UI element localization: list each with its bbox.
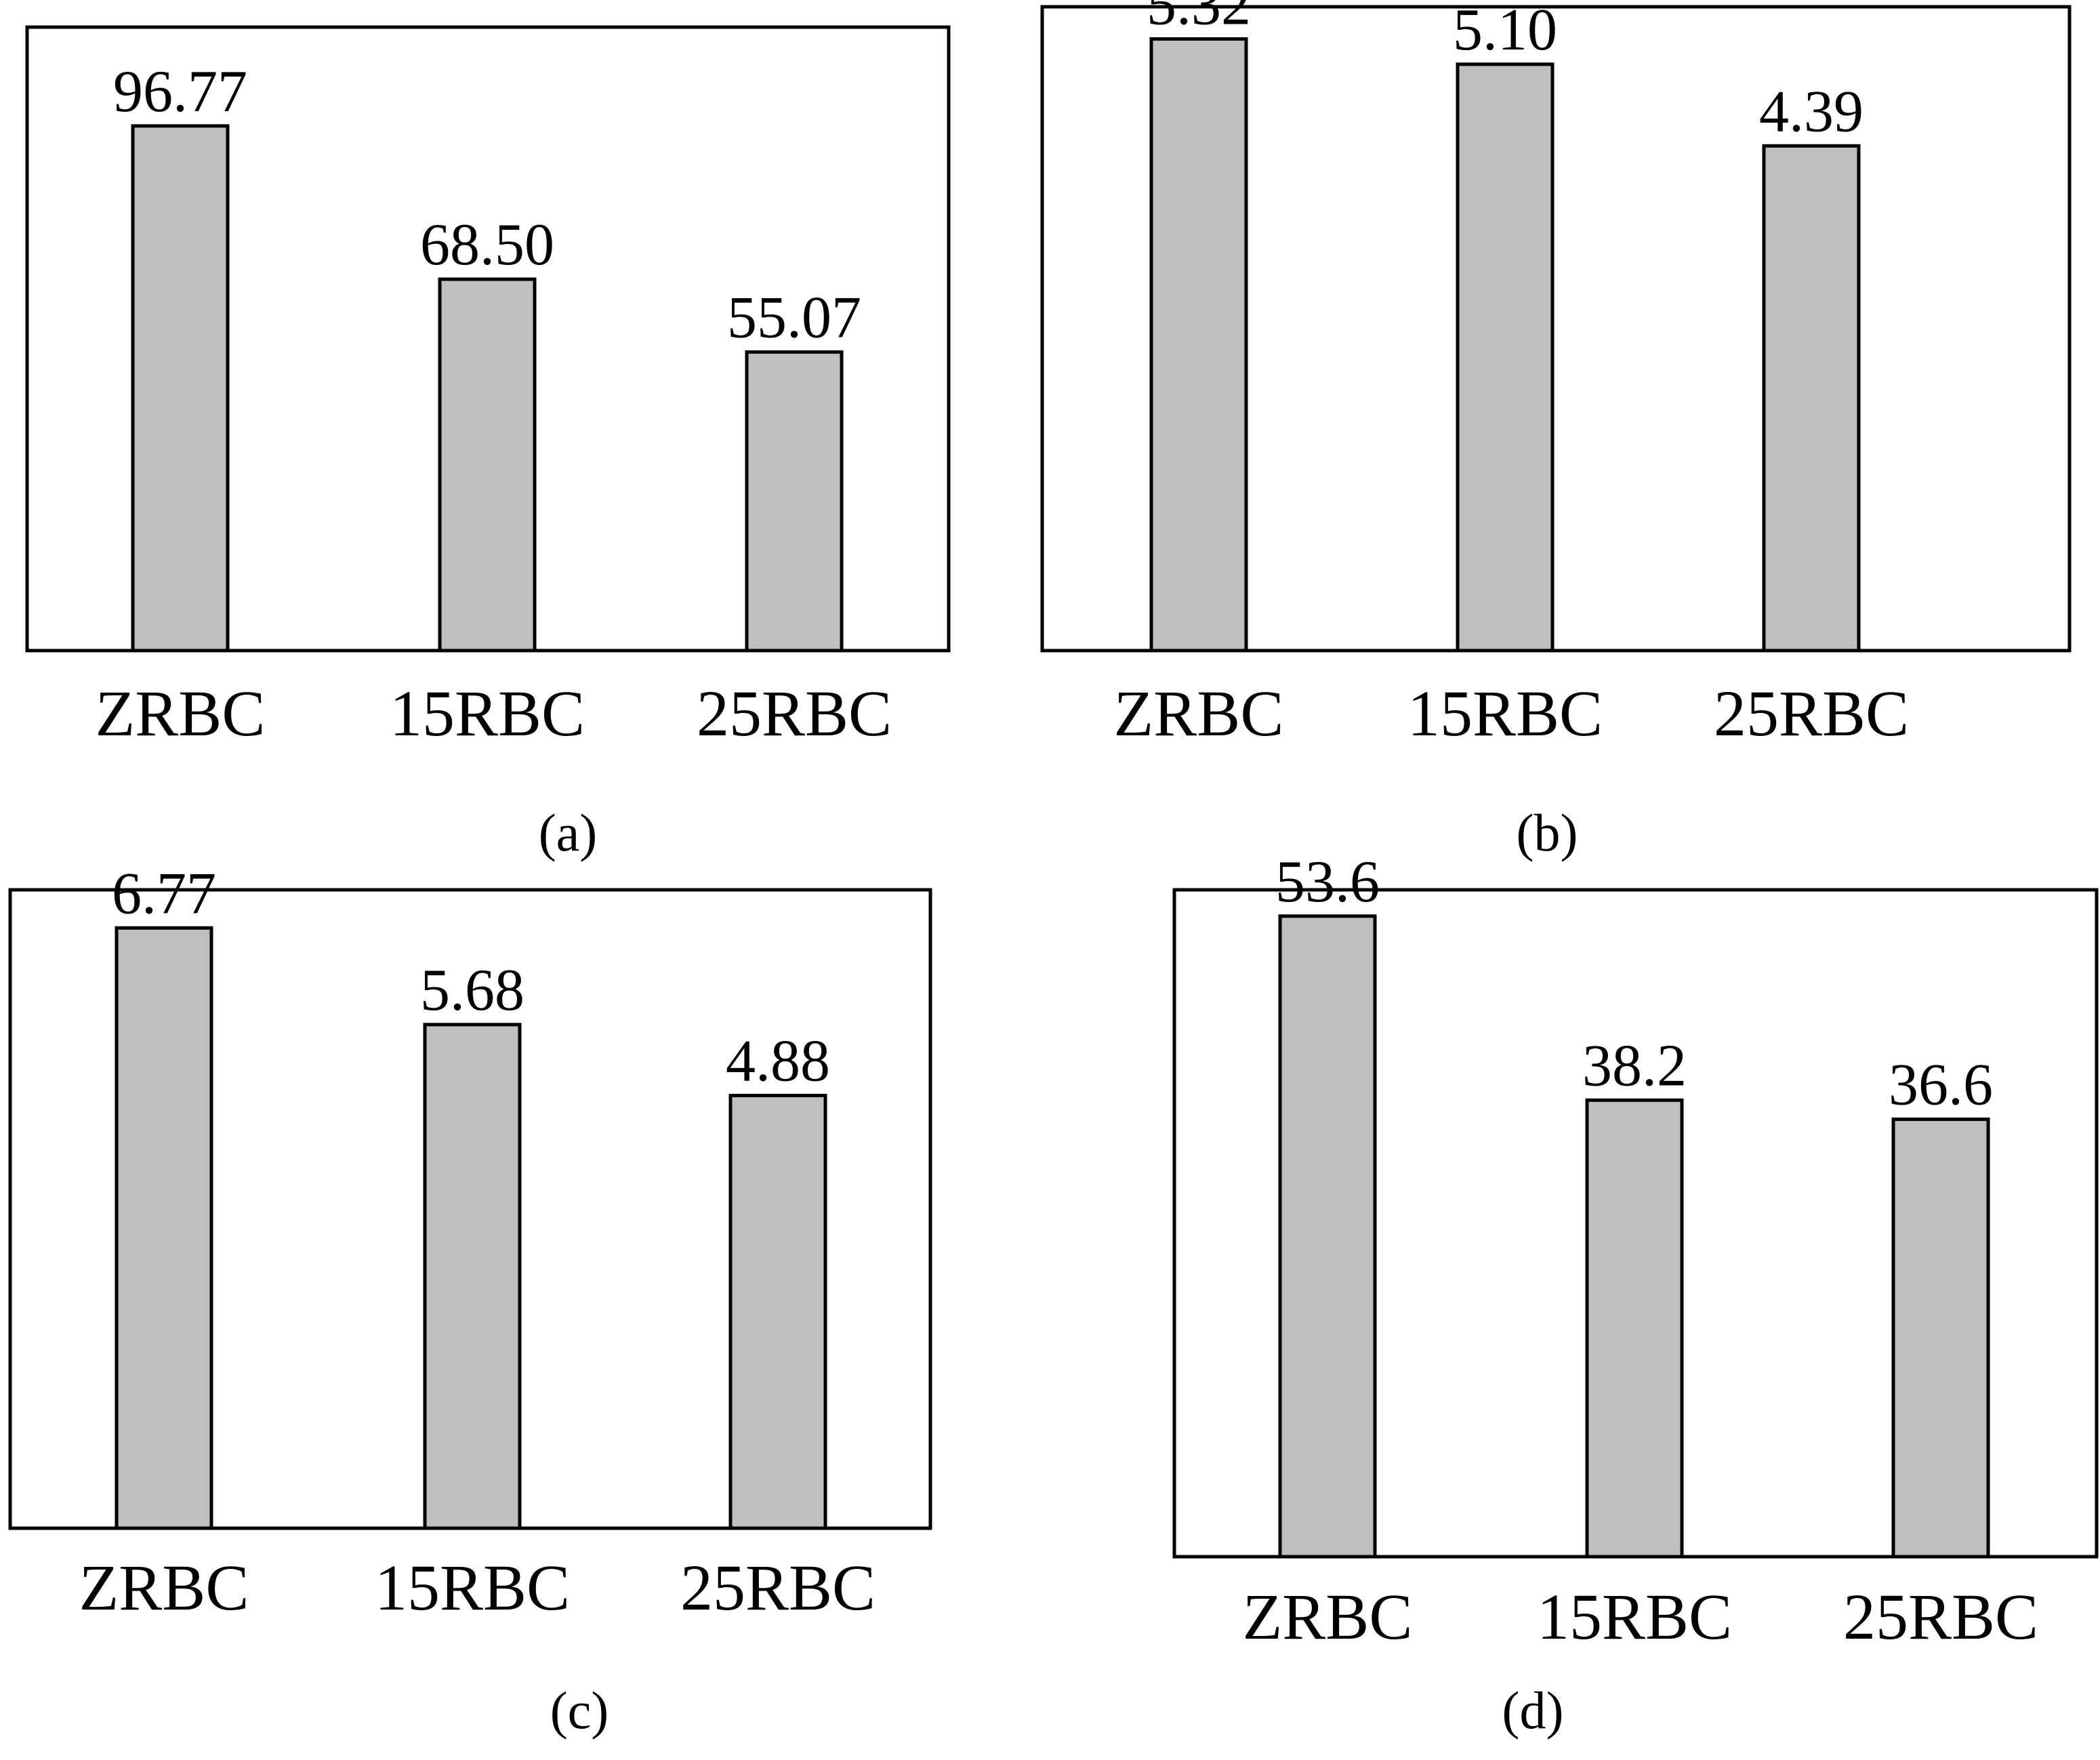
chart-b-frame: [1040, 5, 2072, 653]
chart-d-bar-3: [1891, 1118, 1990, 1559]
chart-c-value-label-1: 6.77: [112, 861, 216, 926]
chart-c-tick-label-1: ZRBC: [79, 1551, 249, 1624]
chart-b-tick-label-2: 15RBC: [1407, 677, 1603, 750]
chart-a-value-label-2: 68.50: [420, 212, 554, 278]
chart-b-bar-3: [1762, 144, 1861, 653]
chart-c-bar-2: [423, 1023, 522, 1530]
chart-c-value-label-2: 5.68: [420, 958, 524, 1023]
chart-d-bar-2: [1585, 1098, 1684, 1559]
chart-d-value-label-3: 36.6: [1889, 1052, 1993, 1118]
chart-b-value-label-2: 5.10: [1453, 0, 1557, 63]
chart-d-value-label-2: 38.2: [1582, 1033, 1687, 1099]
chart-d-caption: (d): [1502, 1681, 1564, 1740]
chart-b-tick-label-3: 25RBC: [1714, 677, 1909, 750]
chart-a-tick-label-3: 25RBC: [697, 677, 892, 750]
chart-c-value-label-3: 4.88: [726, 1029, 830, 1094]
chart-b-caption: (b): [1517, 803, 1578, 862]
chart-a-bar-2: [438, 277, 537, 653]
chart-a-value-label-1: 96.77: [113, 59, 247, 125]
chart-a-tick-label-1: ZRBC: [96, 677, 266, 750]
chart-d-tick-label-1: ZRBC: [1243, 1580, 1413, 1653]
chart-a-bar-1: [131, 124, 230, 653]
chart-a-value-label-3: 55.07: [727, 285, 861, 350]
chart-b-bar-2: [1456, 62, 1555, 653]
chart-c-caption: (c): [550, 1681, 609, 1740]
chart-b-bar-1: [1149, 37, 1248, 653]
chart-b-value-label-1: 5.32: [1147, 0, 1251, 38]
chart-d-tick-label-2: 15RBC: [1537, 1580, 1732, 1653]
chart-c-bar-3: [728, 1094, 827, 1530]
chart-a-tick-label-2: 15RBC: [390, 677, 585, 750]
chart-d-bar-1: [1278, 914, 1377, 1559]
chart-d-tick-label-3: 25RBC: [1843, 1580, 2038, 1653]
chart-d-value-label-1: 53.6: [1275, 849, 1380, 915]
chart-c-bar-1: [115, 926, 213, 1530]
chart-b-value-label-3: 4.39: [1759, 79, 1864, 144]
chart-c-tick-label-2: 15RBC: [375, 1551, 570, 1624]
chart-c-tick-label-3: 25RBC: [680, 1551, 876, 1624]
chart-a-bar-3: [745, 350, 844, 653]
chart-b-tick-label-1: ZRBC: [1114, 677, 1284, 750]
chart-a-caption: (a): [539, 803, 598, 862]
